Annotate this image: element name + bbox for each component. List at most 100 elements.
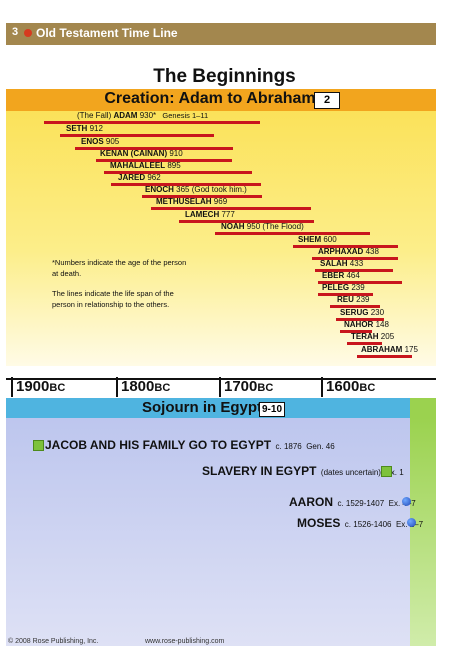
patriarch-label: ENOS 905 bbox=[81, 137, 119, 146]
lifespan-line bbox=[336, 318, 384, 321]
sojourn-title: Sojourn in Egypt bbox=[142, 399, 262, 416]
year-label: 1700BC bbox=[224, 378, 273, 395]
patriarch-age: 365 bbox=[176, 185, 190, 194]
year-label: 1600BC bbox=[326, 378, 375, 395]
event-title: JACOB AND HIS FAMILY GO TO EGYPT bbox=[45, 438, 272, 452]
patriarch-label: SHEM 600 bbox=[298, 235, 337, 244]
green-square-icon bbox=[381, 466, 392, 477]
patriarch-name: EBER bbox=[322, 271, 345, 280]
lifespan-line bbox=[215, 232, 370, 235]
patriarch-name: REU bbox=[337, 295, 354, 304]
patriarch-label: ARPHAXAD 438 bbox=[318, 247, 379, 256]
patriarch-label: JARED 962 bbox=[118, 173, 161, 182]
patriarch-label: EBER 464 bbox=[322, 271, 360, 280]
event-label: MOSES c. 1526-1406 Ex. 2–7 bbox=[297, 514, 423, 532]
lifespan-line bbox=[142, 195, 262, 198]
patriarch-name: METHUSELAH bbox=[156, 197, 212, 206]
patriarch-prefix: (The Fall) bbox=[77, 111, 112, 120]
patriarch-age: 600 bbox=[323, 235, 337, 244]
creation-panel bbox=[6, 111, 436, 366]
lifespan-line bbox=[111, 183, 261, 186]
patriarch-label: NOAH 950 (The Flood) bbox=[221, 222, 304, 231]
lifespan-line bbox=[96, 159, 232, 162]
patriarch-age: 950 bbox=[246, 222, 261, 231]
lifespan-line bbox=[151, 207, 311, 210]
patriarch-note: Genesis 1–11 bbox=[162, 111, 209, 120]
header-title: Old Testament Time Line bbox=[36, 26, 178, 40]
lifespan-line bbox=[104, 171, 252, 174]
event-date: c. 1529-1407 bbox=[337, 499, 385, 508]
year-number: 1900 bbox=[16, 378, 50, 395]
patriarch-name: ENOCH bbox=[145, 185, 174, 194]
patriarch-label: SERUG 230 bbox=[340, 308, 384, 317]
patriarch-age: 230 bbox=[370, 308, 385, 317]
blue-dot-icon bbox=[407, 518, 416, 527]
event-label: JACOB AND HIS FAMILY GO TO EGYPT c. 1876… bbox=[45, 436, 335, 454]
patriarch-label: ENOCH 365 (God took him.) bbox=[145, 185, 247, 194]
lifespan-line bbox=[357, 355, 412, 358]
year-era: BC bbox=[359, 382, 376, 394]
patriarch-label: REU 239 bbox=[337, 295, 369, 304]
patriarch-name: JARED bbox=[118, 173, 146, 182]
event-label: SLAVERY IN EGYPT (dates uncertain) Ex. 1 bbox=[202, 462, 404, 480]
patriarch-label: ABRAHAM 175 bbox=[361, 345, 418, 354]
patriarch-age: 905 bbox=[105, 137, 120, 146]
year-tick bbox=[321, 377, 323, 397]
patriarch-name: TERAH bbox=[351, 332, 379, 341]
lifespan-line bbox=[293, 245, 398, 248]
event-ref: Ex. 1 bbox=[385, 468, 404, 477]
patriarch-label: NAHOR 148 bbox=[344, 320, 389, 329]
patriarch-name: SETH bbox=[66, 124, 88, 133]
year-tick bbox=[219, 377, 221, 397]
green-square-icon bbox=[33, 440, 44, 451]
patriarch-age: 912 bbox=[89, 124, 103, 133]
patriarch-age: 962 bbox=[147, 173, 161, 182]
red-dot-icon bbox=[24, 29, 32, 37]
lifespan-line bbox=[179, 220, 314, 223]
event-date: c. 1526-1406 bbox=[344, 520, 392, 529]
sojourn-chart-badge: 9-10 bbox=[259, 402, 285, 417]
patriarch-name: NAHOR bbox=[344, 320, 374, 329]
event-title: SLAVERY IN EGYPT bbox=[202, 464, 317, 478]
event-date: (dates uncertain) bbox=[320, 468, 381, 477]
year-era: BC bbox=[257, 382, 274, 394]
website-url: www.rose-publishing.com bbox=[145, 638, 225, 645]
patriarch-age: 239 bbox=[356, 295, 370, 304]
patriarch-name: NOAH bbox=[221, 222, 245, 231]
patriarch-name: ARPHAXAD bbox=[318, 247, 364, 256]
patriarch-age: 438 bbox=[365, 247, 379, 256]
patriarch-name: SERUG bbox=[340, 308, 369, 317]
copyright: © 2008 Rose Publishing, Inc. bbox=[8, 638, 99, 645]
lifespan-line bbox=[312, 257, 398, 260]
year-label: 1900BC bbox=[16, 378, 65, 395]
year-era: BC bbox=[49, 382, 66, 394]
patriarch-age: 239 bbox=[351, 283, 365, 292]
patriarch-age: 930* bbox=[139, 111, 157, 120]
lifespan-line bbox=[60, 134, 214, 137]
lifespan-line bbox=[330, 305, 380, 308]
patriarch-age: 205 bbox=[380, 332, 395, 341]
patriarch-age: 148 bbox=[375, 320, 389, 329]
year-number: 1600 bbox=[326, 378, 360, 395]
year-tick bbox=[116, 377, 118, 397]
patriarch-age: 910 bbox=[169, 149, 183, 158]
patriarch-label: PELEG 239 bbox=[322, 283, 365, 292]
patriarch-label: LAMECH 777 bbox=[185, 210, 235, 219]
patriarch-age: 175 bbox=[404, 345, 418, 354]
creation-chart-badge: 2 bbox=[314, 92, 340, 109]
patriarch-name: PELEG bbox=[322, 283, 350, 292]
header-bar bbox=[6, 23, 436, 45]
patriarch-age: 464 bbox=[346, 271, 360, 280]
patriarch-name: MAHALALEEL bbox=[110, 161, 166, 170]
patriarch-name: ENOS bbox=[81, 137, 104, 146]
green-side-gradient bbox=[410, 418, 436, 646]
patriarch-note: (The Flood) bbox=[262, 222, 304, 231]
blue-dot-icon bbox=[402, 497, 411, 506]
patriarch-label: TERAH 205 bbox=[351, 332, 394, 341]
page-title: The Beginnings bbox=[153, 66, 296, 87]
lifespan-line bbox=[315, 269, 393, 272]
event-label: AARON c. 1529-1407 Ex. 4–7 bbox=[289, 493, 416, 511]
year-label: 1800BC bbox=[121, 378, 170, 395]
patriarch-name: SHEM bbox=[298, 235, 322, 244]
lifespan-line bbox=[44, 121, 260, 124]
